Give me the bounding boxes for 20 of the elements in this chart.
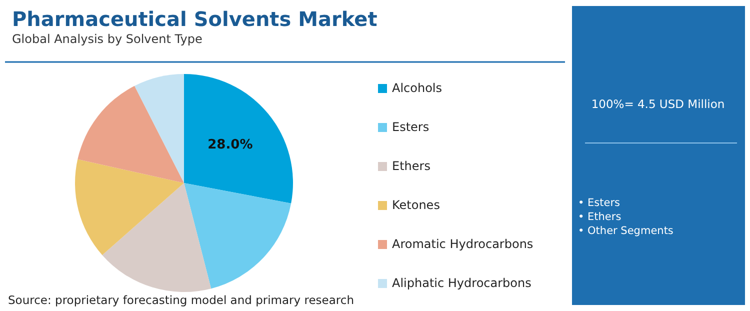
legend-label: Esters: [392, 120, 430, 134]
chart-subtitle: Global Analysis by Solvent Type: [12, 32, 202, 46]
text: • Esters: [578, 197, 620, 209]
text: 100%= 4.5 USD Million: [591, 97, 725, 111]
pie-slice: [102, 183, 212, 292]
source-note: Source: proprietary forecasting model and primary research: [8, 293, 354, 307]
text: • Ethers: [578, 211, 622, 223]
pie-slice: [78, 86, 184, 183]
pie-slice: [75, 159, 184, 256]
legend-label: Ethers: [392, 159, 430, 173]
legend-label: Alcohols: [392, 81, 442, 95]
legend-label: Aromatic Hydrocarbons: [392, 237, 534, 251]
pie-slice: [184, 74, 293, 204]
text: • Other Segments: [578, 225, 674, 237]
legend-label: Ketones: [392, 198, 440, 212]
pie-slice: [184, 183, 292, 289]
legend-label: Aliphatic Hydrocarbons: [392, 276, 532, 290]
data-label: 28.0%: [208, 137, 253, 152]
pie-slice: [134, 74, 184, 183]
chart-title: Pharmaceutical Solvents Market: [12, 7, 378, 31]
